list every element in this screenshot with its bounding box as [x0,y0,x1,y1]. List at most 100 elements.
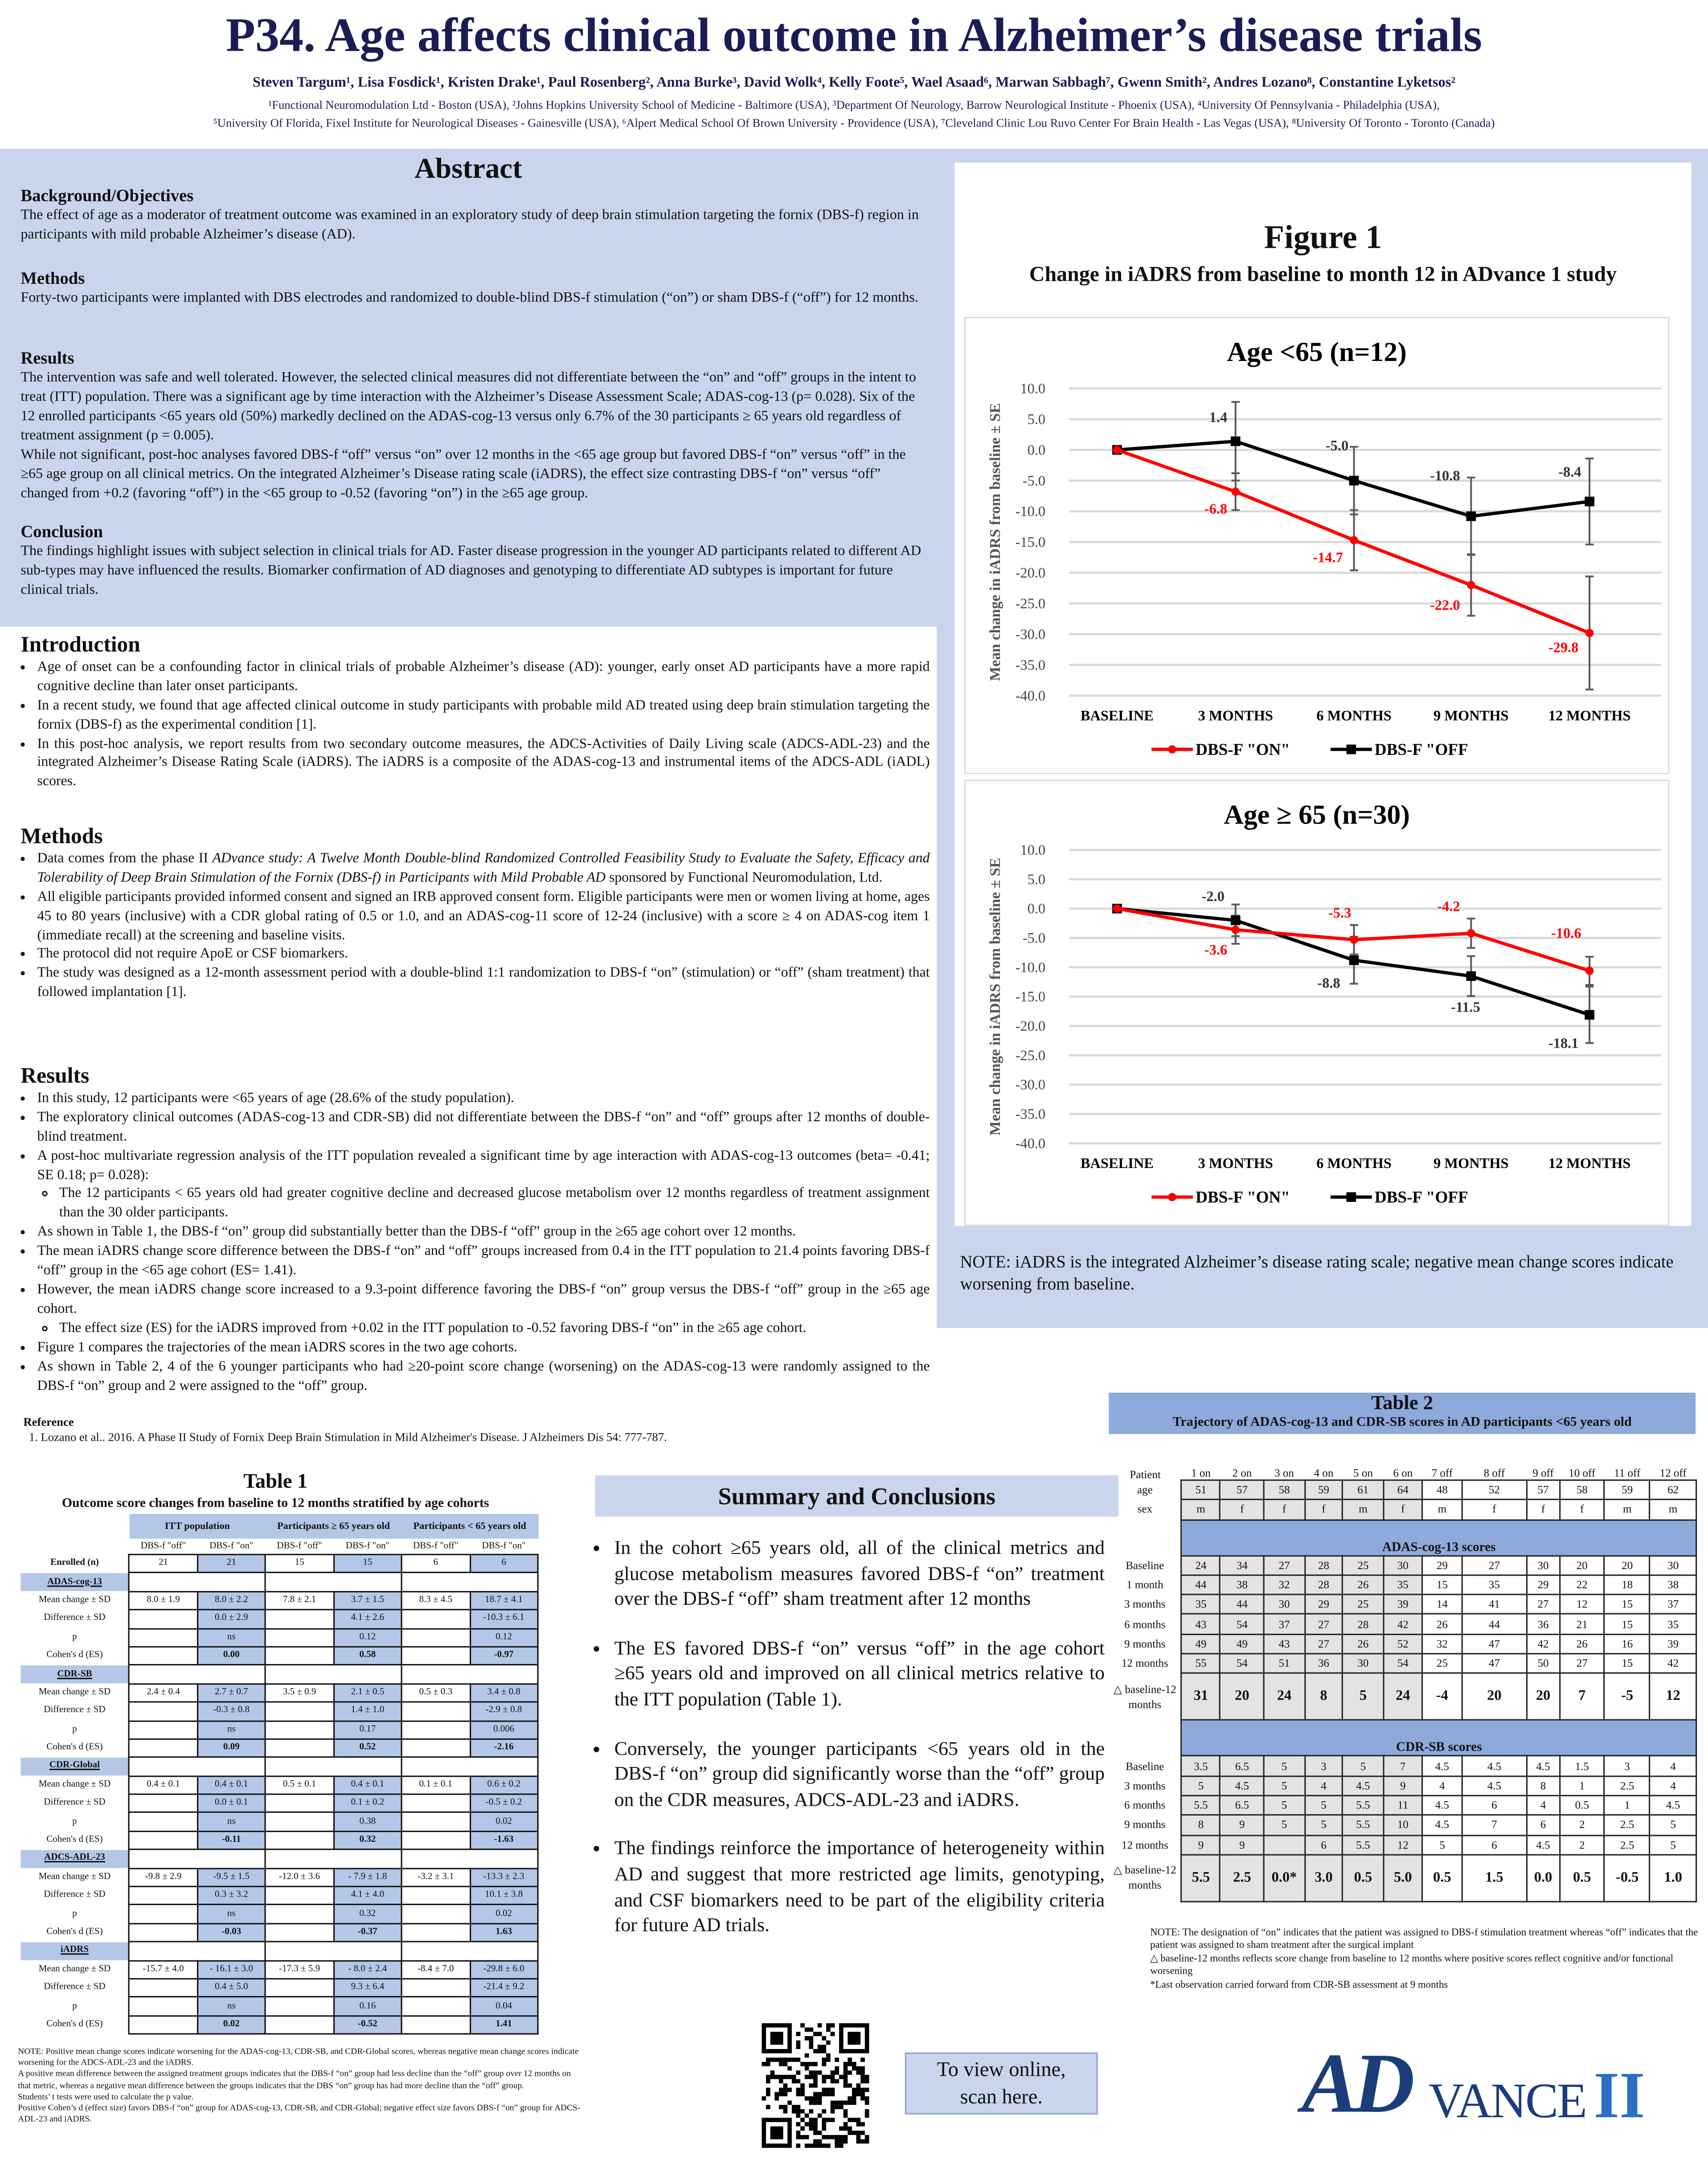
patient-column: 11 off [1614,1467,1641,1480]
table-cell: -2.9 ± 0.8 [469,1701,539,1721]
qr-module [822,2109,827,2114]
table-cell: 36 [1526,1614,1561,1635]
table-cell [265,1646,335,1666]
qr-code[interactable] [762,2022,869,2149]
qr-module [864,2087,869,2092]
data-point-on [1350,935,1358,944]
data-label: -5.0 [1326,438,1348,454]
row-label: Mean change ± SD [38,1964,111,1974]
table-cell [1263,1834,1305,1856]
table-cell: m [1342,1499,1384,1521]
qr-module [860,2058,865,2062]
table-cell: 2.5 [1604,1775,1651,1796]
y-tick-label: -15.0 [1016,534,1046,550]
qr-module [783,2083,788,2088]
table-cell [128,1812,198,1832]
table-cell: 54 [1219,1614,1265,1635]
table-cell: 0.17 [332,1720,402,1740]
x-tick-label: 9 MONTHS [1434,1156,1509,1172]
table-cell: 15 [1421,1574,1462,1596]
qr-module [770,2074,775,2079]
table-cell: 43 [1263,1633,1305,1655]
table-cell [128,1572,266,1592]
table-cell: 0.02 [469,1904,539,1924]
table1-group-header: ITT population Participants ≥ 65 years ol… [20,1514,538,1539]
table-cell: -10.3 ± 6.1 [469,1609,539,1629]
table-cell [128,1720,198,1740]
table-cell: 2.1 ± 0.5 [332,1683,402,1703]
table-cell: 27 [1526,1594,1561,1615]
table-cell: 2 [1559,1834,1606,1856]
qr-module [856,2118,861,2122]
table-cell [401,1609,471,1629]
table2-adas-band: ADAS-cog-13 scores [1109,1519,1697,1556]
table-cell: 0.1 ± 0.2 [332,1793,402,1814]
qr-module [796,2087,801,2092]
table-cell: 6 [469,1553,539,1574]
table-cell [265,1793,335,1814]
row-label: Difference ± SD [44,1982,106,1992]
y-tick-label: 0.0 [1028,442,1046,458]
table2-note: NOTE: The designation of “on” indicates … [1150,1926,1698,1951]
view-online-box: To view online, scan here. [905,2052,1098,2115]
y-tick-label: 5.0 [1028,872,1046,888]
results-bullet: As shown in Table 1, the DBS-f “on” grou… [37,1224,930,1243]
methods-bullet: The study was designed as a 12-month ass… [37,965,930,1003]
qr-module [822,2079,827,2084]
qr-module [813,2083,818,2088]
methods-text: Forty-two participants were implanted wi… [20,291,918,306]
table-cell: 31 [1181,1672,1221,1721]
chart-svg-65-plus: Age ≥ 65 (n=30) 10.0 5.0 0.0 -5.0 -10.0 -15.0 -… [987,799,1661,1207]
qr-module [766,2079,770,2084]
y-tick-label: 10.0 [1020,381,1045,397]
table-cell: 5 [1263,1814,1305,1836]
table1-note: Positive Cohen’s d (effect size) favors … [18,2103,581,2125]
table-cell: m [1604,1499,1651,1521]
table-cell: 4 [1649,1775,1697,1796]
table-cell: 5 [1421,1834,1462,1856]
qr-module [796,2135,801,2140]
table-cell: 51 [1181,1479,1221,1501]
table-cell: 0.4 ± 0.1 [332,1775,402,1795]
table-cell: 9.3 ± 6.4 [332,1978,402,1998]
qr-module [860,2079,865,2084]
table-cell: 1 [1559,1775,1606,1796]
results-bullet-text: However, the mean iADRS change score inc… [37,1282,930,1317]
table-cell [265,1922,335,1943]
y-tick-label: 10.0 [1020,842,1045,858]
table-cell: 12 [1382,1834,1423,1856]
row-label: Mean change ± SD [38,1872,111,1881]
table-cell: 6 [1303,1834,1344,1856]
results-text-2: While not significant, post-hoc analyses… [20,447,906,502]
qr-module [809,2040,814,2045]
qr-module [817,2045,822,2049]
table-cell: 7 [1382,1755,1423,1777]
qr-module [762,2096,766,2101]
table-cell [401,1812,471,1832]
table-cell: 34 [1219,1554,1265,1576]
table-cell: 5.5 [1181,1795,1221,1816]
table-cell: 36 [1303,1653,1344,1674]
data-point-off [1349,955,1359,965]
qr-module [830,2070,835,2075]
legend-label: DBS-F "OFF [1375,741,1468,759]
qr-module [770,2070,775,2075]
table-cell: 2.5 [1219,1854,1265,1902]
table-cell: 4.5 [1526,1755,1561,1777]
qr-module [800,2135,805,2140]
data-point-on [1231,488,1240,496]
data-point-off [1230,436,1241,447]
table-cell: 16 [1604,1633,1651,1655]
table-cell [128,1978,198,1998]
table-cell: 0.0 ± 0.1 [197,1793,266,1814]
qr-module [804,2113,809,2118]
qr-module [813,2062,818,2066]
section-label: ADAS-cog-13 [20,1573,130,1592]
table1-column: DBS-f "on" [209,1541,254,1551]
table-cell: 0.4 ± 0.1 [128,1775,198,1795]
table-cell: 4.5 [1461,1755,1528,1777]
table-cell: 28 [1303,1574,1344,1596]
table-cell: f [1559,1499,1606,1521]
table-cell: 20 [1526,1672,1561,1721]
table-cell: 3.0 [1303,1854,1344,1902]
